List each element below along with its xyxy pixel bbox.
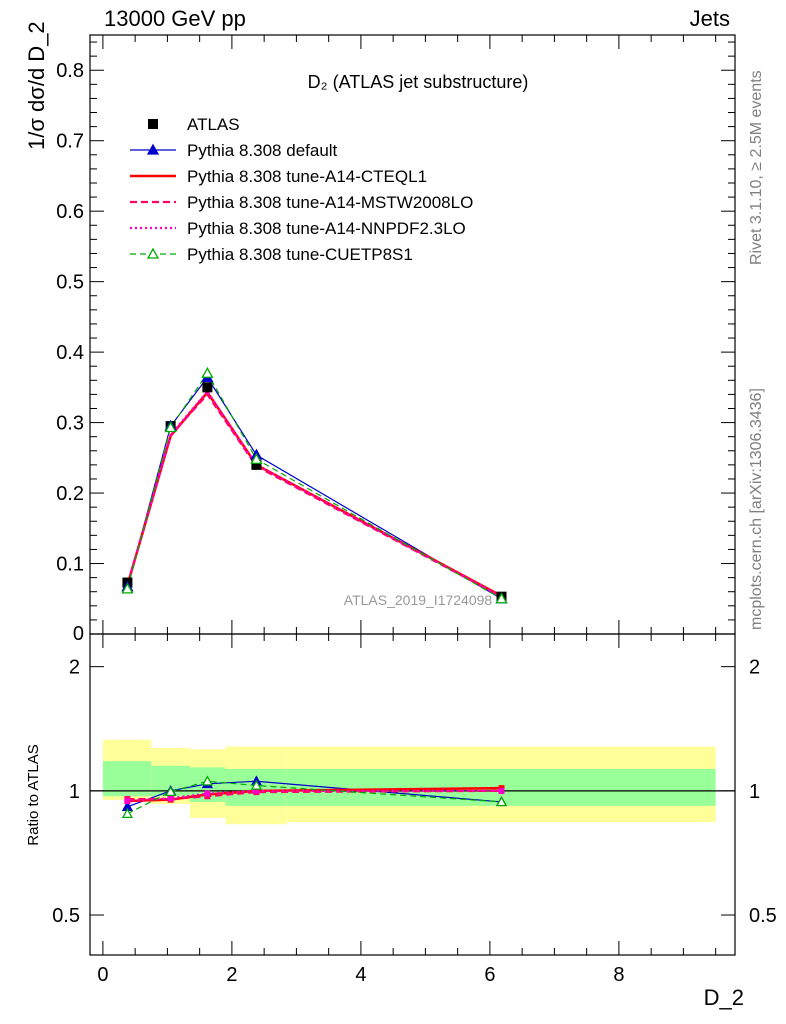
legend-label-2: Pythia 8.308 tune-A14-CTEQL1 [187,167,427,186]
ratio-point-marker [167,795,174,802]
ratio-y-tick-label-right: 0.5 [749,905,777,927]
legend-label-0: ATLAS [187,115,240,134]
legend-label-3: Pythia 8.308 tune-A14-MSTW2008LO [187,193,473,212]
legend-marker-atlas [148,119,158,129]
cuetp8s1-marker [164,421,177,433]
legend-label-5: Pythia 8.308 tune-CUETP8S1 [187,245,413,264]
main-y-axis-label: 1/σ dσ/d D_2 [24,21,49,150]
ratio-y-tick-label: 2 [69,657,80,679]
ratio-y-tick-label-right: 2 [749,657,760,679]
legend-marker-default [146,143,160,155]
main-y-tick-label: 0.3 [56,413,84,435]
cuetp8s1-marker [495,592,508,604]
ratio-line-4 [127,780,502,815]
main-y-tick-label: 0.8 [56,60,84,82]
ratio-x-tick-label: 0 [97,964,108,986]
ratio-point-marker [124,797,131,804]
ratio-cuetp8s1-marker [495,796,508,807]
ratio-y-tick-label-right: 1 [749,781,760,803]
cuetp8s1-marker [201,366,214,378]
ratio-cuetp8s1-marker [250,779,263,790]
analysis-watermark: ATLAS_2019_I1724098 [344,592,493,608]
plot-title: D₂ (ATLAS jet substructure) [308,72,529,92]
ratio-point-marker [253,787,260,794]
ratio-x-tick-label: 6 [484,964,495,986]
main-y-tick-label: 0.4 [56,342,84,364]
ratio-point-marker [498,787,505,794]
ratio-cuetp8s1-marker [165,785,177,796]
ratio-plot-frame [89,633,736,956]
legend-label-4: Pythia 8.308 tune-A14-NNPDF2.3LO [187,219,466,238]
cuetp8s1-marker [121,582,134,594]
main-y-tick-label-zero: 0 [73,623,84,645]
cuetp8s1-marker [250,452,263,464]
main-y-tick-label: 0.1 [56,554,84,576]
x-axis-label: D_2 [703,985,744,1010]
ratio-y-tick-label: 1 [69,781,80,803]
ratio-cuetp8s1-marker [121,807,134,818]
ratio-cuetp8s1-marker [201,775,213,786]
main-y-tick-label: 0.5 [56,272,84,294]
main-y-tick-label: 0.7 [56,131,84,153]
ratio-x-tick-label: 8 [613,964,624,986]
legend-marker-cuetp8s1 [146,247,160,259]
ratio-y-axis-label: Ratio to ATLAS [25,744,42,845]
header-process-label: 13000 GeV pp [104,6,246,31]
series-line-3 [126,392,503,598]
ratio-x-tick-label: 2 [226,964,237,986]
legend-label-1: Pythia 8.308 default [187,141,338,160]
atlas-data-point [202,382,213,393]
ratio-point-marker [204,790,211,797]
main-y-tick-label: 0.2 [56,483,84,505]
main-y-tick-label: 0.6 [56,201,84,223]
header-category-label: Jets [689,6,730,31]
atlas-data-point [251,459,262,470]
ratio-x-tick-label: 4 [355,964,366,986]
ratio-y-tick-label: 0.5 [52,905,80,927]
